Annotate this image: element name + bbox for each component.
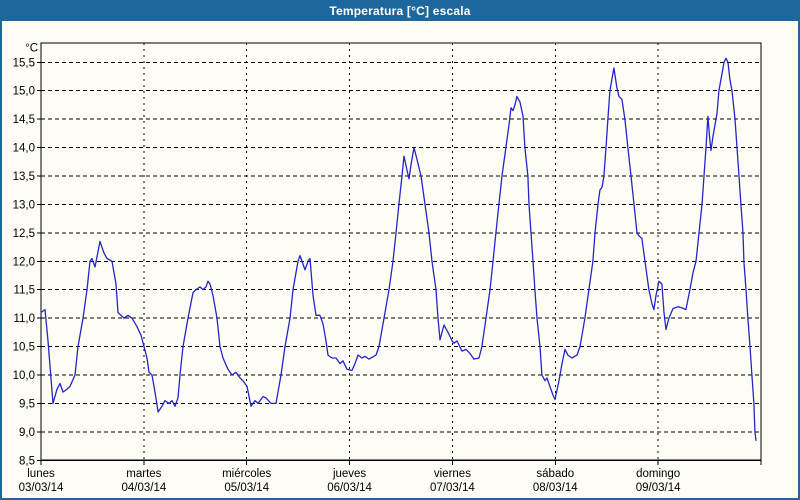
- plot-border: [40, 42, 762, 461]
- y-axis-tick-label: 14,0: [13, 143, 35, 155]
- x-axis-day-name: lunes: [27, 468, 55, 480]
- x-axis-day-date: 03/03/14: [19, 482, 64, 494]
- y-axis-tick-label: 11,5: [13, 285, 35, 297]
- x-axis-day-date: 06/03/14: [327, 482, 372, 494]
- y-axis-tick-label: 13,5: [13, 171, 35, 183]
- x-axis-day-date: 08/03/14: [533, 482, 578, 494]
- y-axis-tick-label: 8,5: [19, 455, 35, 467]
- x-axis-day-name: domingo: [636, 468, 680, 480]
- y-axis-tick-label: 15,0: [13, 86, 35, 98]
- x-axis-day-name: martes: [126, 468, 161, 480]
- y-axis-tick-label: 13,0: [13, 199, 35, 211]
- x-axis-day-date: 04/03/14: [121, 482, 166, 494]
- y-axis-tick-label: 14,5: [13, 114, 35, 126]
- x-axis-day-date: 07/03/14: [430, 482, 475, 494]
- y-axis-tick-label: 9,0: [19, 427, 35, 439]
- y-axis-unit-label: °C: [25, 42, 38, 54]
- y-axis-tick-label: 11,0: [13, 313, 35, 325]
- x-axis-day-name: sábado: [536, 468, 574, 480]
- x-axis-day-date: 05/03/14: [224, 482, 269, 494]
- x-axis-day-name: jueves: [332, 468, 366, 480]
- title-bar: Temperatura [°C] escala: [0, 0, 800, 21]
- x-axis-day-name: miércoles: [222, 468, 271, 480]
- y-axis-tick-label: 10,5: [13, 342, 35, 354]
- y-axis-tick-label: 12,5: [13, 228, 35, 240]
- y-axis-tick-label: 9,5: [19, 398, 35, 410]
- x-axis-day-name: viernes: [434, 468, 471, 480]
- x-axis-day-date: 09/03/14: [636, 482, 681, 494]
- window-title: Temperatura [°C] escala: [329, 3, 471, 18]
- y-axis-tick-label: 10,0: [13, 370, 35, 382]
- y-axis-tick-label: 15,5: [13, 57, 35, 69]
- temperature-series-line: [40, 57, 757, 442]
- y-axis-tick-label: 12,0: [13, 256, 35, 268]
